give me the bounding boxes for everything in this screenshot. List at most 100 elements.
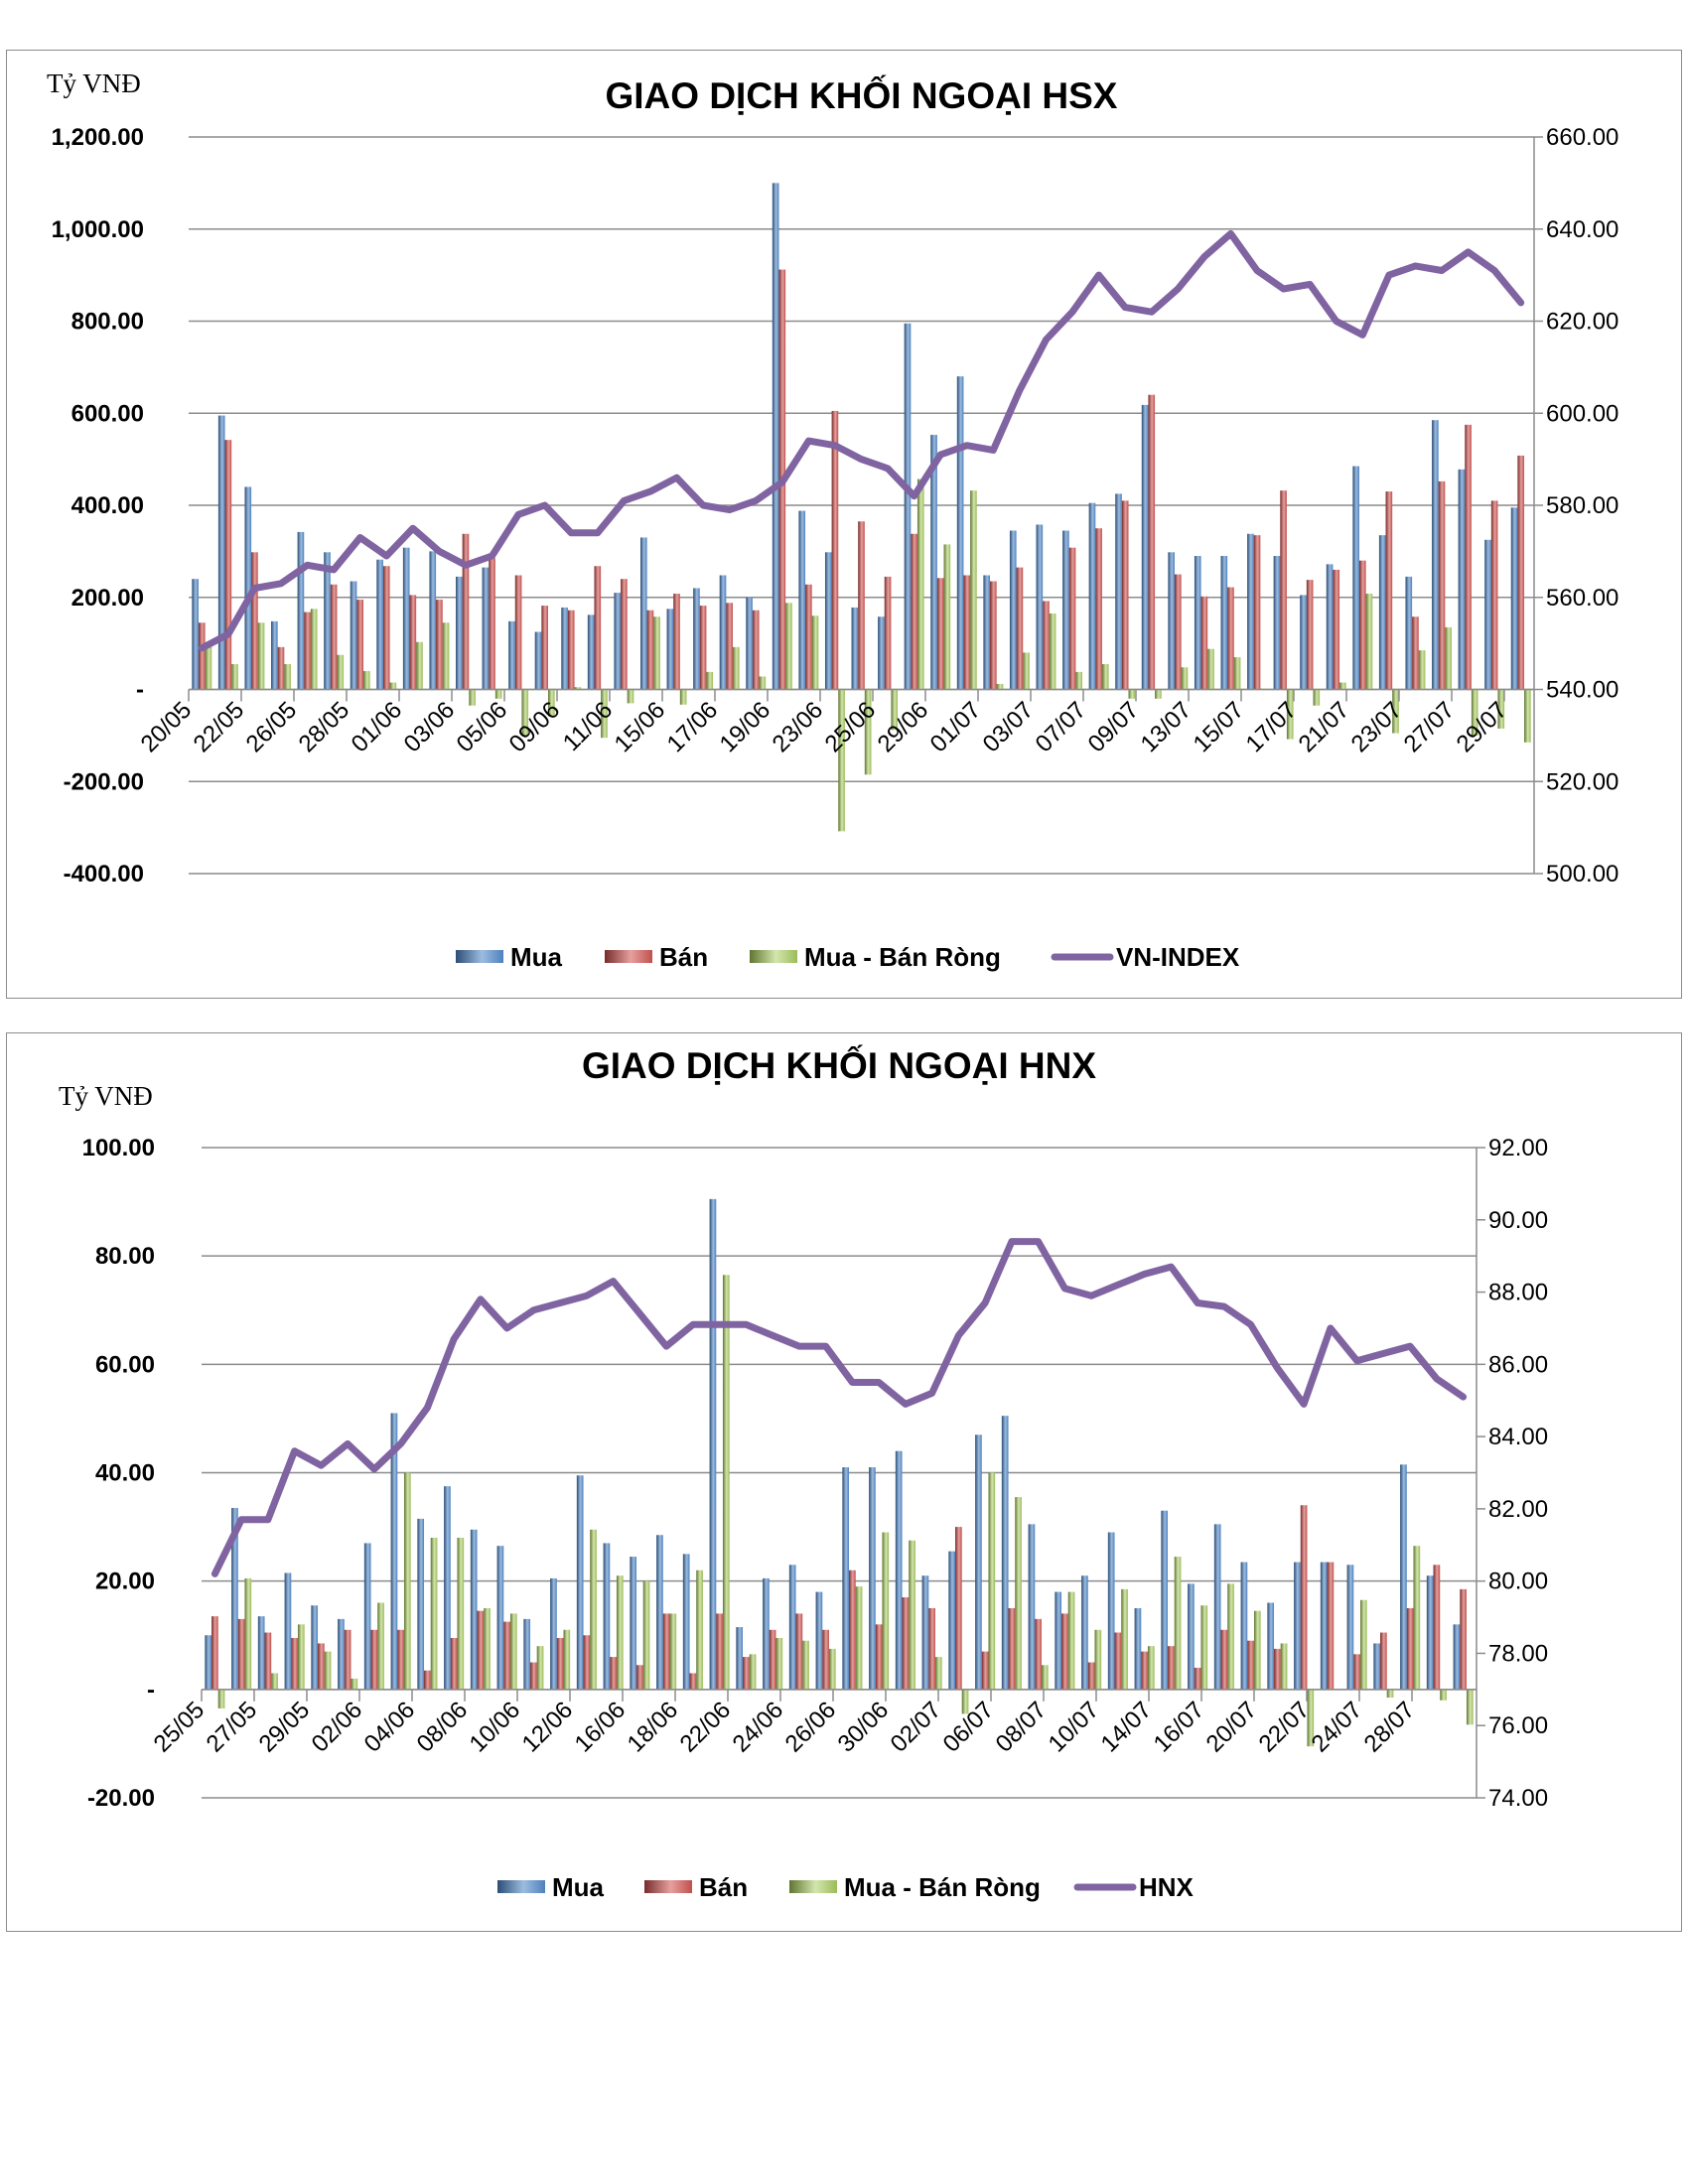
rong-bar bbox=[855, 1586, 863, 1690]
mua-bar bbox=[1510, 507, 1518, 690]
mua-bar bbox=[895, 1450, 903, 1690]
x-tick-label: 02/07 bbox=[886, 1697, 947, 1758]
x-tick-label: 01/07 bbox=[925, 697, 987, 758]
mua-bar bbox=[815, 1591, 823, 1690]
mua-bar bbox=[284, 1572, 292, 1690]
mua-bar bbox=[1028, 1524, 1036, 1690]
mua-bar bbox=[851, 607, 859, 690]
rong-bar bbox=[337, 654, 345, 690]
mua-bar bbox=[587, 614, 595, 690]
ban-bar bbox=[514, 575, 522, 690]
y2-tick-label: 80.00 bbox=[1488, 1569, 1548, 1595]
rong-bar bbox=[590, 1529, 597, 1690]
y-tick-label: 1,200.00 bbox=[52, 124, 144, 151]
rong-bar bbox=[759, 676, 767, 690]
mua-bar bbox=[603, 1543, 611, 1690]
ban-bar bbox=[1280, 490, 1287, 690]
rong-bar bbox=[416, 641, 423, 690]
legend-label: Bán bbox=[699, 1872, 748, 1902]
rong-bar bbox=[1253, 1610, 1261, 1690]
mua-bar bbox=[666, 609, 674, 690]
mua-bar bbox=[311, 1605, 319, 1690]
mua-bar bbox=[614, 593, 622, 690]
rong-bar bbox=[1392, 689, 1399, 734]
mua-bar bbox=[1320, 1562, 1328, 1690]
ban-bar bbox=[436, 600, 443, 690]
rong-bar bbox=[205, 645, 212, 690]
mua-bar bbox=[904, 323, 912, 690]
ban-bar bbox=[1490, 500, 1498, 690]
ban-bar bbox=[304, 612, 311, 690]
rong-bar bbox=[961, 1689, 969, 1714]
rong-bar bbox=[1174, 1557, 1182, 1690]
x-tick-label: 26/06 bbox=[780, 1697, 842, 1758]
ban-bar bbox=[530, 1662, 537, 1690]
mua-bar bbox=[444, 1486, 451, 1690]
ban-bar bbox=[409, 595, 417, 690]
mua-bar bbox=[824, 552, 832, 690]
mua-bar bbox=[350, 581, 357, 690]
rong-bar bbox=[864, 689, 872, 775]
ban-bar bbox=[928, 1607, 935, 1690]
mua-bar bbox=[1009, 530, 1017, 690]
y2-tick-label: 540.00 bbox=[1546, 677, 1618, 704]
legend-label: Bán bbox=[659, 942, 708, 972]
ban-bar bbox=[716, 1613, 723, 1690]
y2-tick-label: 660.00 bbox=[1546, 124, 1618, 151]
ban-bar bbox=[699, 606, 707, 690]
x-tick-label: 09/07 bbox=[1083, 697, 1145, 758]
ban-bar bbox=[264, 1632, 272, 1690]
ban-bar bbox=[1517, 455, 1525, 690]
rong-bar bbox=[494, 689, 502, 699]
legend-label: HNX bbox=[1139, 1872, 1195, 1902]
mua-bar bbox=[1141, 404, 1149, 690]
ban-bar bbox=[1121, 500, 1129, 690]
mua-bar bbox=[561, 607, 568, 690]
rong-bar bbox=[1497, 689, 1505, 729]
mua-bar bbox=[1373, 1643, 1381, 1690]
rong-bar bbox=[271, 1673, 278, 1690]
y-tick-label: 200.00 bbox=[71, 585, 144, 612]
x-tick-label: 07/07 bbox=[1031, 697, 1092, 758]
rong-bar bbox=[1313, 689, 1321, 706]
ban-bar bbox=[1220, 1629, 1228, 1690]
ban-bar bbox=[769, 1629, 776, 1690]
ban-bar bbox=[450, 1637, 458, 1690]
rong-bar bbox=[547, 689, 555, 717]
mua-bar bbox=[1294, 1562, 1301, 1690]
rong-bar bbox=[732, 646, 740, 690]
rong-bar bbox=[722, 1275, 730, 1690]
rong-bar bbox=[1418, 650, 1426, 690]
mua-bar bbox=[1400, 1464, 1407, 1690]
ban-bar bbox=[858, 521, 865, 690]
y-tick-label: 20.00 bbox=[95, 1569, 155, 1595]
ban-bar bbox=[1465, 424, 1472, 690]
mua-bar bbox=[550, 1577, 557, 1690]
mua-bar bbox=[630, 1557, 637, 1690]
mua-bar bbox=[271, 620, 278, 690]
x-tick-label: 21/07 bbox=[1294, 697, 1355, 758]
rong-bar bbox=[811, 615, 819, 690]
ban-bar bbox=[875, 1624, 883, 1690]
mua-bar bbox=[772, 183, 779, 690]
rong-bar bbox=[1286, 689, 1294, 740]
x-tick-label: 25/05 bbox=[149, 1697, 211, 1758]
ban-bar bbox=[1194, 1668, 1201, 1690]
x-tick-label: 20/07 bbox=[1201, 1697, 1263, 1758]
x-tick-label: 17/06 bbox=[662, 697, 724, 758]
mua-bar bbox=[231, 1507, 238, 1690]
chart-title: GIAO DỊCH KHỐI NGOẠI HSX bbox=[606, 74, 1118, 116]
x-tick-label: 03/06 bbox=[399, 697, 461, 758]
rong-bar bbox=[828, 1648, 836, 1690]
x-tick-label: 03/07 bbox=[978, 697, 1040, 758]
mua-bar bbox=[576, 1475, 584, 1690]
ban-bar bbox=[662, 1613, 670, 1690]
rong-bar bbox=[457, 1538, 465, 1690]
mua-bar bbox=[376, 559, 383, 690]
legend-ban: Bán bbox=[644, 1872, 748, 1902]
rong-bar bbox=[310, 609, 318, 690]
ban-bar bbox=[646, 610, 654, 690]
x-tick-label: 05/06 bbox=[452, 697, 513, 758]
mua-bar bbox=[1378, 535, 1386, 690]
ban-bar bbox=[1385, 491, 1393, 690]
